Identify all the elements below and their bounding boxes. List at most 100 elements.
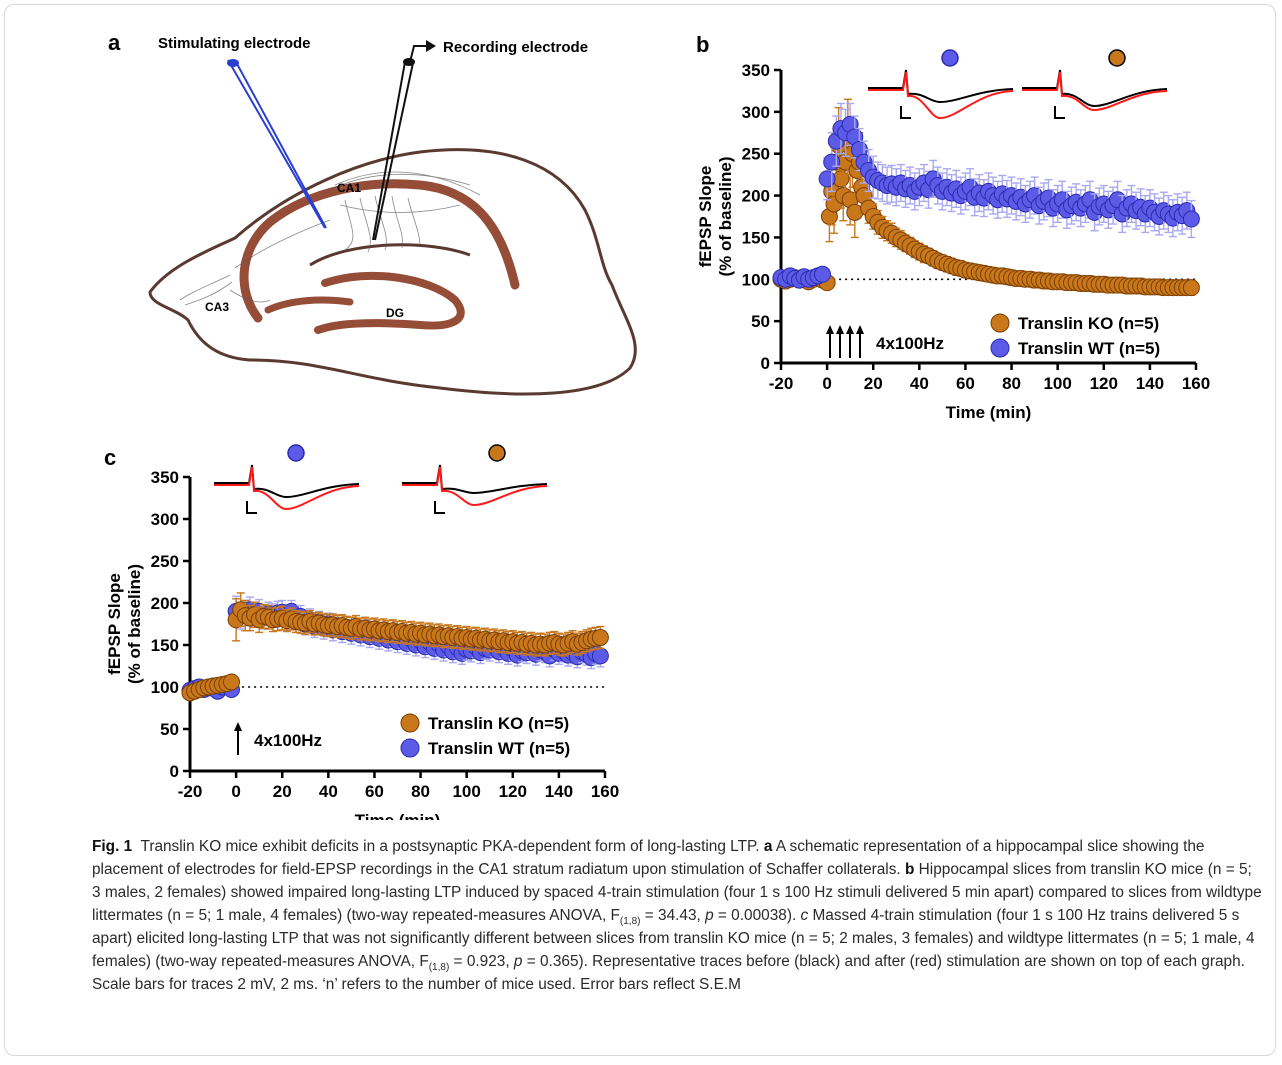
panel-letter: a xyxy=(108,30,121,55)
caption-a-text: A schematic representation of a hippocam… xyxy=(92,838,1205,878)
x-tick-label: 40 xyxy=(910,374,929,393)
caption-c-pval: = 0.365). Representative traces before (… xyxy=(92,953,1245,993)
caption-b-text: Hippocampal slices from translin KO mice… xyxy=(92,861,1262,924)
x-tick-label: 140 xyxy=(545,782,573,801)
x-tick-label: 0 xyxy=(822,374,831,393)
x-tick-label: 100 xyxy=(1043,374,1071,393)
panel-letter: c xyxy=(104,445,116,470)
caption-c-p: p xyxy=(513,953,523,970)
wt-data-point xyxy=(818,170,836,188)
scale-bar xyxy=(246,501,257,514)
legend-label-ko: Translin KO (n=5) xyxy=(1018,314,1159,333)
y-tick-label: 300 xyxy=(742,103,770,122)
x-tick-label: 100 xyxy=(452,782,480,801)
trace-before xyxy=(214,464,360,499)
legend-marker-wt xyxy=(400,738,420,758)
stimulus-label: 4x100Hz xyxy=(254,731,322,750)
x-tick-label: 120 xyxy=(1090,374,1118,393)
region-ca3-label: CA3 xyxy=(205,300,229,314)
caption-b-sub: (1,8) xyxy=(619,916,641,928)
ca3-dendrites xyxy=(179,219,331,306)
caption-c-stat: = 0.923, xyxy=(449,953,514,970)
caption-c-text: Massed 4-train stimulation (four 1 s 100… xyxy=(92,907,1255,970)
caption-b-label: b xyxy=(904,861,915,878)
y-tick-label: 100 xyxy=(151,678,179,697)
arrow-up-icon xyxy=(826,325,834,334)
legend-label-wt: Translin WT (n=5) xyxy=(428,739,570,758)
stimulating-electrode-label: Stimulating electrode xyxy=(158,35,311,52)
dg-layer xyxy=(314,271,465,334)
dg-layer-lower xyxy=(264,296,354,314)
y-tick-label: 50 xyxy=(160,720,179,739)
caption-a-label: a xyxy=(763,838,773,855)
ca-layer xyxy=(239,179,520,323)
x-tick-label: 160 xyxy=(1182,374,1210,393)
x-tick-label: 0 xyxy=(231,782,240,801)
recording-electrode-label: Recording electrode xyxy=(443,39,588,56)
trace-after xyxy=(868,71,1014,120)
trace-after xyxy=(402,466,548,507)
x-tick-label: 140 xyxy=(1136,374,1164,393)
caption-b-stat: = 34.43, xyxy=(640,907,706,924)
stimulus-label: 4x100Hz xyxy=(876,334,944,353)
y-tick-label: 250 xyxy=(742,145,770,164)
x-tick-label: 80 xyxy=(1002,374,1021,393)
scale-bar xyxy=(434,501,445,514)
arrow-up-icon xyxy=(846,325,854,334)
ko-trace-marker xyxy=(1108,49,1126,67)
y-tick-label: 100 xyxy=(742,270,770,289)
y-tick-label: 250 xyxy=(151,552,179,571)
trace-after xyxy=(1022,71,1168,112)
x-tick-label: 120 xyxy=(499,782,527,801)
x-tick-label: -20 xyxy=(178,782,203,801)
scale-bar xyxy=(900,106,911,119)
panel-a: a Stimulating electrode Recording electr… xyxy=(108,30,637,396)
ko-data-point xyxy=(591,628,609,646)
y-tick-label: 150 xyxy=(742,228,770,247)
legend-marker-ko xyxy=(400,713,420,733)
fig-label: Fig. 1 xyxy=(92,838,133,855)
wt-trace-marker xyxy=(941,49,959,67)
x-tick-label: 20 xyxy=(864,374,883,393)
figure-caption: Fig. 1 Translin KO mice exhibit deficits… xyxy=(92,835,1262,996)
caption-b-p: p xyxy=(705,907,714,924)
trace-before xyxy=(1022,69,1168,108)
x-tick-label: -20 xyxy=(769,374,794,393)
x-axis-label: Time (min) xyxy=(355,811,441,820)
caption-title: Translin KO mice exhibit deficits in a p… xyxy=(140,838,760,855)
recording-electrode xyxy=(372,40,436,241)
y-tick-label: 0 xyxy=(170,762,179,781)
legend-marker-ko xyxy=(990,313,1010,333)
y-tick-label: 200 xyxy=(151,594,179,613)
ko-data-point xyxy=(223,673,240,691)
figure-frame xyxy=(4,4,1276,1056)
arrow-up-icon xyxy=(856,325,864,334)
ko-data-point xyxy=(1182,279,1200,297)
slice-outline xyxy=(148,148,637,396)
y-tick-label: 50 xyxy=(751,312,770,331)
region-ca1-label: CA1 xyxy=(337,181,361,195)
y-axis-label: fEPSP Slope xyxy=(696,166,715,268)
legend-label-ko: Translin KO (n=5) xyxy=(428,714,569,733)
wt-trace-marker xyxy=(287,444,305,462)
caption-c-sub: (1,8) xyxy=(428,962,450,974)
y-tick-label: 350 xyxy=(742,61,770,80)
x-tick-label: 60 xyxy=(365,782,384,801)
panel-letter: b xyxy=(696,32,709,57)
figure-canvas: a Stimulating electrode Recording electr… xyxy=(104,30,1210,820)
representative-traces xyxy=(214,444,548,514)
region-dg-label: DG xyxy=(386,306,404,320)
x-tick-label: 20 xyxy=(273,782,292,801)
y-tick-label: 150 xyxy=(151,636,179,655)
arrow-up-icon xyxy=(836,325,844,334)
arrow-up-icon xyxy=(234,722,242,731)
trace-before xyxy=(868,69,1014,104)
x-tick-label: 160 xyxy=(591,782,619,801)
y-tick-label: 300 xyxy=(151,510,179,529)
y-axis-label-2: (% of baseline) xyxy=(125,564,144,684)
caption-b-pval: = 0.00038). xyxy=(713,907,801,924)
x-tick-label: 80 xyxy=(411,782,430,801)
